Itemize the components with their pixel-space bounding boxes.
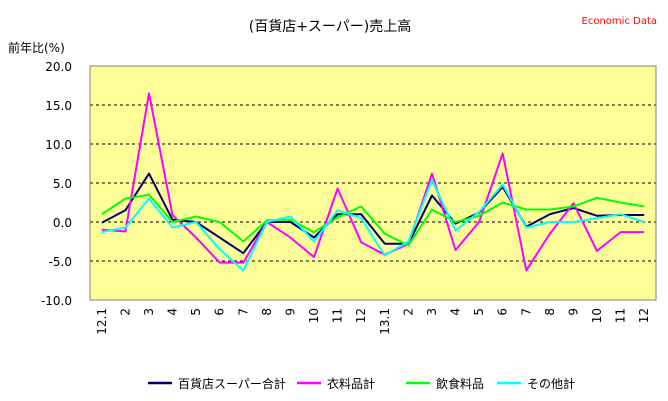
x-tick-label: 7 bbox=[236, 308, 250, 316]
y-tick-label: 15.0 bbox=[45, 99, 72, 113]
x-tick-label: 6 bbox=[496, 308, 510, 316]
y-tick-label: 10.0 bbox=[45, 138, 72, 152]
legend-label: 飲食料品 bbox=[436, 376, 484, 391]
y-tick-label: 20.0 bbox=[45, 60, 72, 74]
grid-lines bbox=[90, 104, 656, 262]
y-axis-label: 前年比(%) bbox=[8, 40, 65, 55]
x-tick-label: 10 bbox=[590, 308, 604, 323]
x-tick-label: 7 bbox=[519, 308, 533, 316]
x-tick-label: 5 bbox=[472, 308, 486, 316]
x-tick-label: 4 bbox=[449, 308, 463, 316]
x-tick-label: 2 bbox=[118, 308, 132, 316]
y-tick-labels: 20.0 15.0 10.0 5.0 0.0 -5.0 -10.0 bbox=[41, 60, 72, 308]
x-tick-label: 3 bbox=[142, 308, 156, 316]
series-line-1 bbox=[101, 172, 645, 255]
legend: 百貨店スーパー合計 衣料品計 飲食料品 その他計 bbox=[148, 376, 575, 391]
x-tick-label: 9 bbox=[283, 308, 297, 316]
x-tick-label: 3 bbox=[425, 308, 439, 316]
legend-label: その他計 bbox=[527, 376, 575, 391]
x-tick-label: 10 bbox=[307, 308, 321, 323]
y-tick-label: 0.0 bbox=[53, 216, 72, 230]
y-tick-label: -5.0 bbox=[49, 255, 72, 269]
series-line-2 bbox=[101, 92, 645, 272]
x-tick-label: 6 bbox=[213, 308, 227, 316]
plot-border bbox=[89, 65, 657, 301]
series-lines bbox=[101, 92, 645, 272]
x-tick-labels: 12.1 2 3 4 5 6 7 8 9 10 11 12 13.1 2 3 4 5 6 7 8 9 10 11 12 bbox=[95, 308, 651, 335]
x-tick-label: 11 bbox=[614, 308, 628, 323]
series-line-4 bbox=[101, 178, 645, 272]
x-tick-label: 8 bbox=[543, 308, 557, 316]
x-tick-label: 12.1 bbox=[95, 308, 109, 335]
y-tick-label: -10.0 bbox=[41, 294, 72, 308]
source-label: Economic Data bbox=[582, 16, 657, 27]
y-tick-label: 5.0 bbox=[53, 177, 72, 191]
legend-label: 衣料品計 bbox=[327, 376, 375, 391]
x-tick-label: 12 bbox=[637, 308, 651, 323]
x-tick-label: 2 bbox=[401, 308, 415, 316]
x-tick-label: 11 bbox=[331, 308, 345, 323]
x-tick-label: 4 bbox=[166, 308, 180, 316]
x-tick-label: 12 bbox=[354, 308, 368, 323]
series-line-3 bbox=[101, 193, 645, 247]
legend-label: 百貨店スーパー合計 bbox=[178, 376, 286, 391]
chart-title: (百貨店+スーパー)売上高 bbox=[249, 18, 412, 35]
x-tick-label: 8 bbox=[260, 308, 274, 316]
x-tick-label: 5 bbox=[189, 308, 203, 316]
x-tick-label: 9 bbox=[566, 308, 580, 316]
x-tick-label: 13.1 bbox=[378, 308, 392, 335]
